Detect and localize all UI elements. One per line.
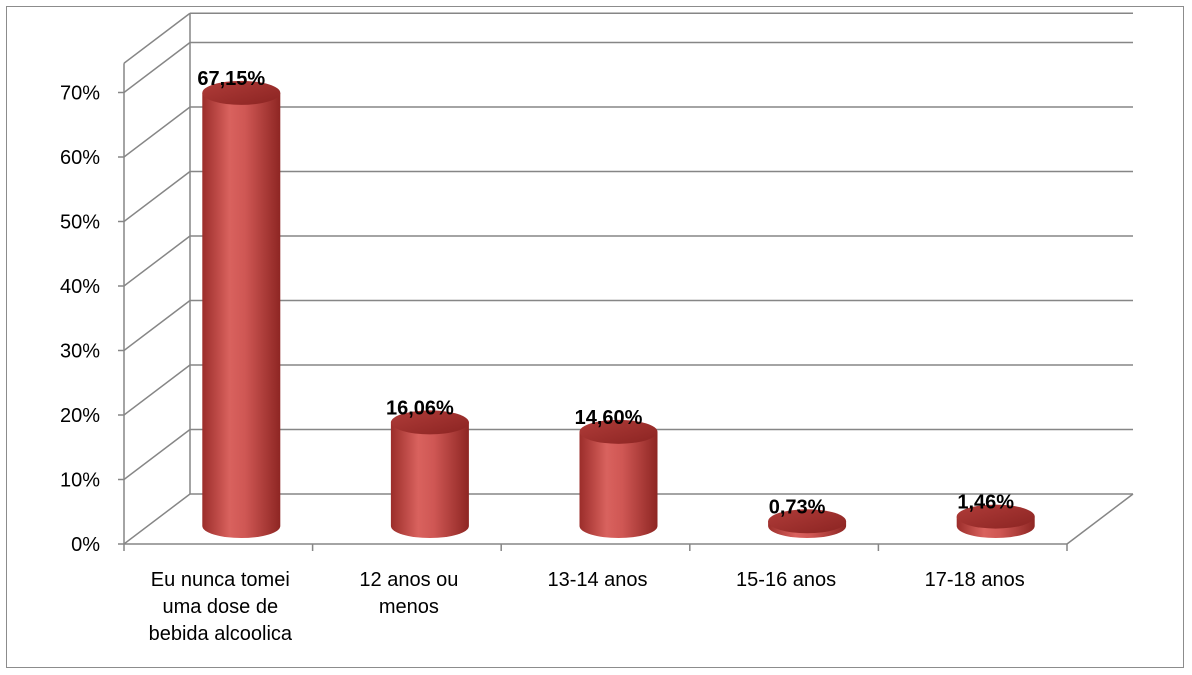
data-label: 16,06%: [386, 397, 454, 419]
bar-top: [579, 419, 658, 444]
y-tick-label: 40%: [60, 276, 100, 298]
bar: [956, 504, 1035, 538]
gridlines: [123, 12, 1133, 545]
y-tick-label: 30%: [60, 341, 100, 363]
gridline-side: [123, 170, 191, 223]
bar: [768, 509, 847, 538]
x-category-label: 13-14 anos: [547, 569, 648, 591]
y-tick-label: 50%: [60, 212, 100, 234]
y-tick-label: 70%: [60, 83, 100, 105]
x-category-label: Eu nunca tomei uma dose de bebida alcool…: [148, 569, 293, 645]
y-tick-label: 60%: [60, 147, 100, 169]
data-label: 1,46%: [957, 492, 1014, 514]
gridline-side: [123, 299, 191, 352]
x-category-label: 15-16 anos: [736, 569, 837, 591]
bar-top: [956, 504, 1035, 529]
bars: [202, 80, 1035, 538]
gridline-side: [123, 493, 191, 545]
data-labels: 67,15% 16,06% 14,60% 0,73% 1,46%: [197, 68, 1014, 518]
bar-top: [390, 410, 469, 435]
bar: [579, 419, 658, 538]
x-category-label: 12 anos ou menos: [359, 569, 459, 618]
data-label: 67,15%: [197, 68, 265, 90]
data-label: 14,60%: [575, 407, 643, 429]
bar-top: [202, 80, 281, 105]
y-tick-label: 20%: [60, 405, 100, 427]
gridline-side: [123, 364, 191, 416]
gridline-side: [123, 41, 191, 94]
bar-body: [202, 92, 281, 538]
gridline-side: [123, 12, 191, 64]
x-category-label: 17-18 anos: [924, 569, 1025, 591]
bar: [202, 80, 281, 538]
y-tick-label: 10%: [60, 470, 100, 492]
data-label: 0,73%: [769, 496, 826, 518]
bar-top: [768, 509, 847, 534]
axes: [118, 13, 1134, 551]
floor-edge: [1066, 493, 1134, 545]
bar-body: [390, 422, 469, 538]
y-tick-label: 0%: [71, 534, 100, 556]
gridline-side: [123, 106, 191, 158]
gridline-side: [123, 235, 191, 287]
bar: [390, 410, 469, 538]
bar-body: [579, 431, 658, 538]
gridline-side: [123, 428, 191, 481]
y-tick-labels: 0% 10% 20% 30% 40% 50% 60% 70%: [60, 83, 100, 557]
